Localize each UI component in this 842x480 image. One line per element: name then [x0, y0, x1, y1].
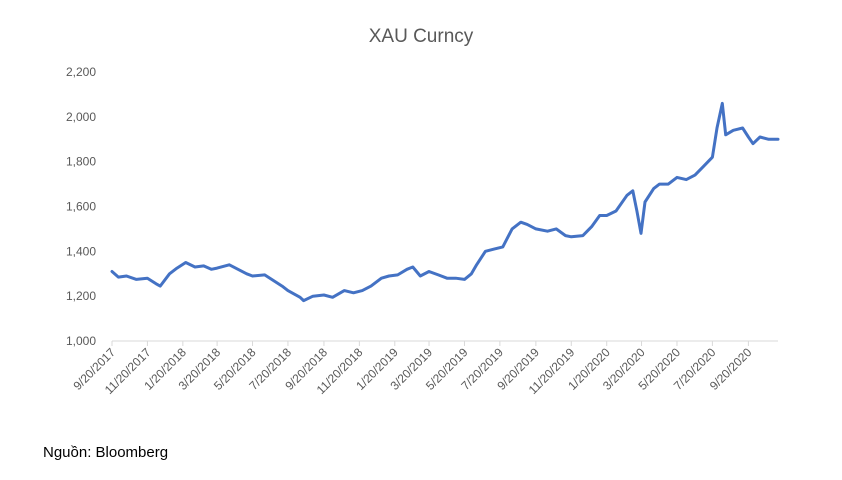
chart-title: XAU Curncy	[368, 26, 474, 47]
y-axis: 1,000 1,200 1,400 1,600 1,800 2,000 2,200	[66, 65, 96, 348]
series-line-xau	[110, 101, 780, 303]
y-tick-label: 2,000	[66, 110, 96, 124]
y-tick-label: 1,400	[66, 244, 96, 258]
y-tick-label: 1,200	[66, 289, 96, 303]
y-tick-label: 1,000	[66, 334, 96, 348]
y-tick-label: 1,600	[66, 200, 96, 214]
x-axis-tick-marks	[111, 341, 749, 346]
y-tick-label: 2,200	[66, 65, 96, 79]
y-tick-label: 1,800	[66, 155, 96, 169]
source-note: Nguồn: Bloomberg	[43, 444, 169, 461]
x-axis: 9/20/201711/20/20171/20/20183/20/20185/2…	[70, 345, 754, 397]
chart-plot-area: 1,000 1,200 1,400 1,600 1,800 2,000 2,200 9/20…	[66, 65, 780, 397]
